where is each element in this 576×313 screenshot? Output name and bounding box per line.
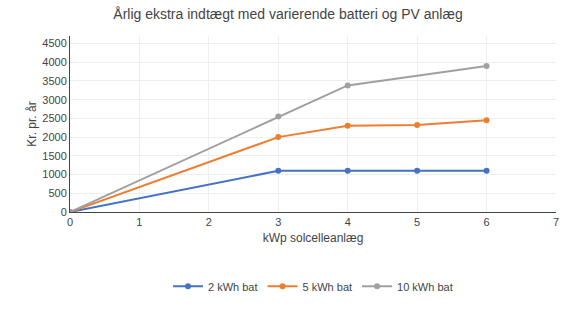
svg-text:4: 4 (345, 216, 351, 228)
svg-text:4000: 4000 (42, 56, 66, 68)
svg-text:10 kWh bat: 10 kWh bat (397, 281, 453, 293)
svg-text:7: 7 (553, 216, 559, 228)
svg-text:1: 1 (136, 216, 142, 228)
svg-text:3: 3 (275, 216, 281, 228)
svg-text:0: 0 (61, 206, 67, 218)
svg-text:2: 2 (206, 216, 212, 228)
svg-text:500: 500 (48, 187, 66, 199)
svg-text:6: 6 (484, 216, 490, 228)
svg-text:Kr. pr. år: Kr. pr. år (25, 101, 39, 146)
svg-text:2000: 2000 (42, 131, 66, 143)
svg-text:0: 0 (67, 216, 73, 228)
svg-text:3000: 3000 (42, 94, 66, 106)
svg-text:1500: 1500 (42, 150, 66, 162)
svg-text:2500: 2500 (42, 112, 66, 124)
svg-text:5: 5 (414, 216, 420, 228)
svg-text:4500: 4500 (42, 37, 66, 49)
svg-text:2 kWh bat: 2 kWh bat (208, 281, 258, 293)
svg-text:5 kWh bat: 5 kWh bat (303, 281, 353, 293)
svg-text:kWp solcelleanlæg: kWp solcelleanlæg (263, 231, 364, 245)
svg-text:3500: 3500 (42, 75, 66, 87)
svg-text:Årlig ekstra indtægt med varie: Årlig ekstra indtægt med varierende batt… (113, 6, 462, 22)
svg-text:1000: 1000 (42, 168, 66, 180)
